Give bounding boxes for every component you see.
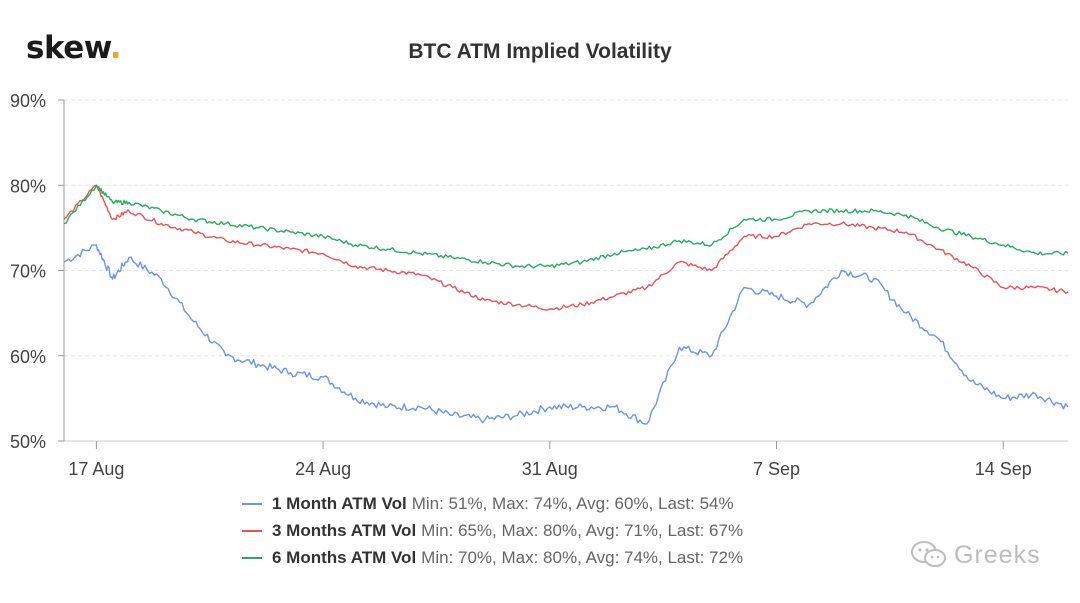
legend-item-6m[interactable]: 6 Months ATM Vol Min: 70%, Max: 80%, Avg… <box>242 544 743 571</box>
chart-legend: 1 Month ATM Vol Min: 51%, Max: 74%, Avg:… <box>242 490 743 571</box>
x-tick-label: 31 Aug <box>522 459 578 479</box>
y-tick-label: 70% <box>10 262 46 282</box>
wechat-icon <box>911 541 946 567</box>
legend-swatch-1m <box>242 502 262 505</box>
legend-series-name: 3 Months ATM Vol <box>272 520 417 540</box>
legend-series-name: 1 Month ATM Vol <box>272 493 407 513</box>
legend-series-stats: Min: 51%, Max: 74%, Avg: 60%, Last: 54% <box>411 493 734 513</box>
x-tick-label: 24 Aug <box>295 459 351 479</box>
x-tick-label: 14 Sep <box>975 459 1032 479</box>
x-tick-label: 7 Sep <box>753 459 800 479</box>
watermark-text: Greeks <box>954 540 1041 569</box>
y-tick-label: 80% <box>10 176 46 196</box>
series-line-0 <box>63 244 1069 425</box>
legend-series-name: 6 Months ATM Vol <box>272 547 417 567</box>
legend-swatch-3m <box>242 529 262 532</box>
y-tick-label: 90% <box>10 91 46 111</box>
legend-swatch-6m <box>242 556 262 559</box>
watermark: Greeks <box>910 540 1041 570</box>
y-tick-label: 60% <box>10 347 46 367</box>
legend-item-3m[interactable]: 3 Months ATM Vol Min: 65%, Max: 80%, Avg… <box>242 517 743 544</box>
y-tick-label: 50% <box>10 432 46 452</box>
skew-logo: skew. <box>26 30 122 66</box>
legend-series-stats: Min: 65%, Max: 80%, Avg: 71%, Last: 67% <box>421 520 744 540</box>
chart-title: BTC ATM Implied Volatility <box>408 40 672 63</box>
series-line-2 <box>63 184 1069 269</box>
legend-series-stats: Min: 70%, Max: 80%, Avg: 74%, Last: 72% <box>421 547 744 567</box>
legend-item-1m[interactable]: 1 Month ATM Vol Min: 51%, Max: 74%, Avg:… <box>242 490 743 517</box>
x-tick-label: 17 Aug <box>68 459 124 479</box>
series-line-1 <box>63 184 1069 311</box>
